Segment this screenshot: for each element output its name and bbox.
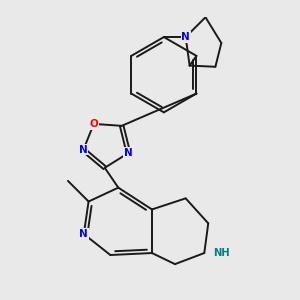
Text: N: N <box>124 148 133 158</box>
Text: N: N <box>80 229 88 239</box>
Text: N: N <box>79 145 88 155</box>
Text: N: N <box>181 32 190 42</box>
Text: NH: NH <box>213 248 230 258</box>
Text: O: O <box>89 119 98 129</box>
